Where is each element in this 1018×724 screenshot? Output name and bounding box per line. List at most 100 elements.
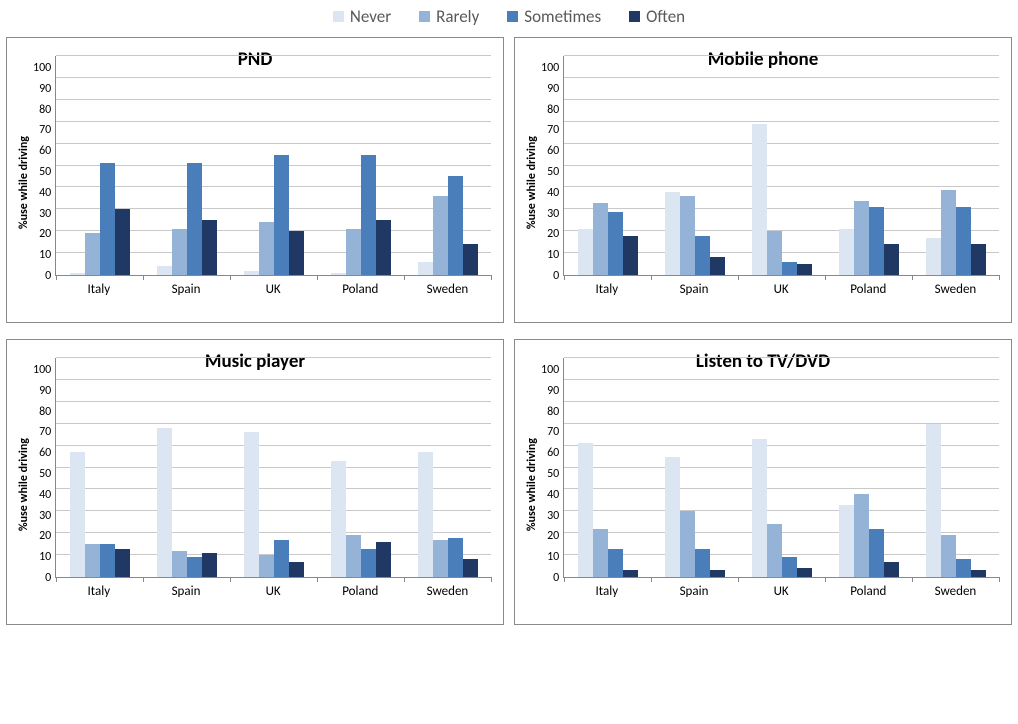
x-tick-label: Italy (55, 282, 142, 297)
bar (376, 220, 391, 275)
bar (926, 238, 941, 275)
bar (157, 266, 172, 275)
bar (839, 505, 854, 577)
chart-panel: Mobile phone%use while driving1009080706… (514, 37, 1012, 323)
chart-panel: Listen to TV/DVD%use while driving100908… (514, 339, 1012, 625)
bar-group (56, 358, 143, 577)
bar-group (143, 56, 230, 275)
bar (578, 229, 593, 275)
bar (361, 549, 376, 577)
x-tick-label: Sweden (912, 282, 999, 297)
x-tick-label: Italy (563, 282, 650, 297)
bar (941, 535, 956, 577)
x-tick (56, 275, 57, 280)
bar (710, 257, 725, 275)
y-tick-label: 20 (39, 228, 51, 240)
bar-group (738, 56, 825, 275)
bar (85, 233, 100, 275)
y-tick-label: 90 (547, 83, 559, 95)
bar (623, 570, 638, 577)
bar-group (317, 56, 404, 275)
y-tick-label: 70 (547, 426, 559, 438)
bar (448, 176, 463, 275)
legend-swatch (333, 11, 344, 22)
bar (869, 207, 884, 275)
bar (274, 540, 289, 577)
x-tick (317, 275, 318, 280)
bar (956, 207, 971, 275)
bar (623, 236, 638, 275)
bar (172, 229, 187, 275)
bar (418, 452, 433, 577)
y-tick-label: 30 (547, 510, 559, 522)
legend-item: Sometimes (507, 6, 601, 27)
x-tick (825, 577, 826, 582)
y-tick-label: 70 (39, 426, 51, 438)
y-tick-label: 100 (541, 62, 559, 74)
y-tick-label: 70 (547, 124, 559, 136)
bar (115, 209, 130, 275)
x-tick (230, 275, 231, 280)
y-tick-label: 20 (547, 530, 559, 542)
chart-panel: Music player%use while driving1009080706… (6, 339, 504, 625)
y-axis: 1009080706050403020100 (33, 56, 55, 276)
bar (869, 529, 884, 577)
bar-group (825, 56, 912, 275)
bar (187, 557, 202, 577)
x-tick-label: Italy (55, 584, 142, 599)
y-tick-label: 100 (33, 62, 51, 74)
y-axis-label: %use while driving (523, 136, 541, 229)
bar (695, 236, 710, 275)
bar (854, 494, 869, 577)
bar (70, 273, 85, 275)
y-axis: 1009080706050403020100 (541, 56, 563, 276)
y-tick-label: 20 (39, 530, 51, 542)
bar (884, 562, 899, 577)
bar (259, 555, 274, 577)
bar (244, 432, 259, 577)
y-tick-label: 80 (547, 104, 559, 116)
bar (100, 544, 115, 577)
y-tick-label: 80 (39, 406, 51, 418)
bar-group (143, 358, 230, 577)
bar (782, 262, 797, 275)
y-tick-label: 30 (547, 208, 559, 220)
x-tick (404, 275, 405, 280)
bar (202, 553, 217, 577)
y-tick-label: 100 (541, 364, 559, 376)
bar (115, 549, 130, 577)
y-tick-label: 50 (39, 468, 51, 480)
bar (767, 524, 782, 577)
plot-area (55, 56, 491, 276)
bar (665, 192, 680, 275)
y-tick-label: 70 (39, 124, 51, 136)
y-tick-label: 0 (45, 572, 51, 584)
x-tick (404, 577, 405, 582)
y-axis: 1009080706050403020100 (541, 358, 563, 578)
legend-swatch (419, 11, 430, 22)
bar (433, 196, 448, 275)
y-tick-label: 10 (39, 551, 51, 563)
bar (463, 559, 478, 577)
bar (376, 542, 391, 577)
bar (593, 203, 608, 275)
bar-group (230, 56, 317, 275)
bar (710, 570, 725, 577)
bar (259, 222, 274, 275)
bar-group (230, 358, 317, 577)
bar-group (825, 358, 912, 577)
bar (448, 538, 463, 577)
x-tick-label: Spain (650, 282, 737, 297)
bar (608, 549, 623, 577)
bar-group (317, 358, 404, 577)
legend-label: Sometimes (524, 6, 601, 27)
legend-label: Often (646, 6, 685, 27)
bar (797, 264, 812, 275)
x-tick (564, 577, 565, 582)
y-tick-label: 60 (547, 447, 559, 459)
bar (593, 529, 608, 577)
bar-group (912, 56, 999, 275)
bar-group (912, 358, 999, 577)
legend-item: Rarely (419, 6, 479, 27)
legend-item: Never (333, 6, 391, 27)
